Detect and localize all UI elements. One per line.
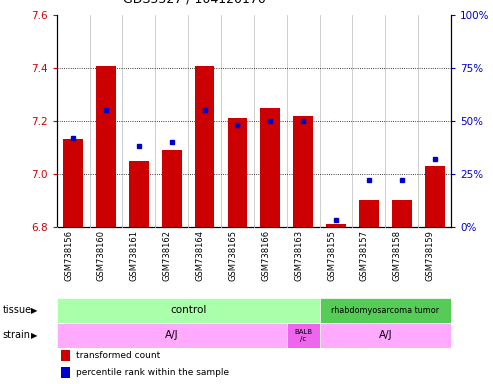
Text: transformed count: transformed count <box>75 351 160 360</box>
Text: ▶: ▶ <box>31 331 37 339</box>
Text: BALB
/c: BALB /c <box>294 329 312 341</box>
Bar <box>195 66 214 227</box>
Bar <box>57 323 287 348</box>
Text: GSM738160: GSM738160 <box>97 230 106 281</box>
Text: rhabdomyosarcoma tumor: rhabdomyosarcoma tumor <box>331 306 439 314</box>
Bar <box>287 323 319 348</box>
Text: ▶: ▶ <box>31 306 37 314</box>
Text: GSM738166: GSM738166 <box>261 230 270 281</box>
Text: GSM738155: GSM738155 <box>327 230 336 281</box>
Bar <box>260 108 280 227</box>
Text: GSM738157: GSM738157 <box>360 230 369 281</box>
Text: GSM738158: GSM738158 <box>393 230 402 281</box>
Text: GSM738164: GSM738164 <box>196 230 205 281</box>
Bar <box>96 66 116 227</box>
Bar <box>319 323 451 348</box>
Text: A/J: A/J <box>165 330 178 340</box>
Bar <box>359 200 379 227</box>
Bar <box>293 116 313 227</box>
Text: GSM738156: GSM738156 <box>64 230 73 281</box>
Bar <box>57 298 319 323</box>
Text: A/J: A/J <box>379 330 392 340</box>
Bar <box>61 350 70 361</box>
Text: GSM738161: GSM738161 <box>130 230 139 281</box>
Text: strain: strain <box>2 330 31 340</box>
Text: GSM738162: GSM738162 <box>163 230 172 281</box>
Text: control: control <box>170 305 207 315</box>
Bar <box>319 298 451 323</box>
Bar <box>63 139 83 227</box>
Bar <box>392 200 412 227</box>
Text: percentile rank within the sample: percentile rank within the sample <box>75 368 229 377</box>
Bar <box>228 118 247 227</box>
Bar <box>129 161 149 227</box>
Text: GSM738165: GSM738165 <box>228 230 238 281</box>
Text: GDS5527 / 104120170: GDS5527 / 104120170 <box>123 0 266 6</box>
Text: GSM738163: GSM738163 <box>294 230 303 281</box>
Bar <box>61 367 70 377</box>
Text: tissue: tissue <box>2 305 32 315</box>
Bar <box>162 150 181 227</box>
Bar <box>326 224 346 227</box>
Text: GSM738159: GSM738159 <box>425 230 435 281</box>
Bar <box>425 166 445 227</box>
